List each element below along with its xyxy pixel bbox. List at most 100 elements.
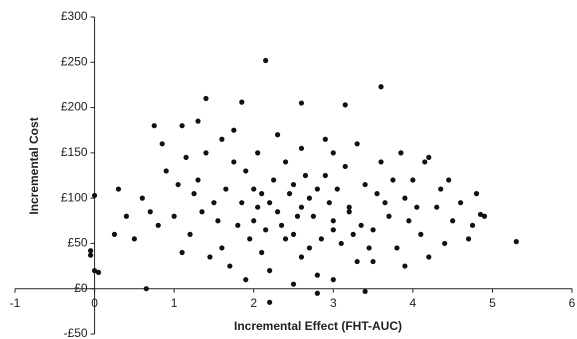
point	[282, 159, 289, 165]
point	[513, 239, 519, 245]
point	[390, 177, 396, 183]
point	[203, 150, 209, 156]
point	[342, 102, 348, 108]
point	[215, 218, 221, 224]
x-tick-label: 1	[171, 296, 178, 310]
point	[207, 254, 213, 260]
point	[434, 204, 440, 210]
point	[259, 191, 265, 197]
point	[282, 236, 289, 242]
point	[346, 204, 352, 210]
y-tick-label: £100	[61, 190, 88, 204]
point	[450, 218, 456, 224]
point	[263, 227, 269, 233]
point	[330, 277, 336, 283]
point	[346, 209, 352, 215]
point	[370, 258, 376, 265]
point	[378, 159, 384, 165]
point	[402, 195, 408, 201]
point	[298, 254, 305, 260]
point	[374, 191, 380, 197]
y-axis-title: Incremental Cost	[27, 117, 41, 214]
point	[469, 222, 476, 228]
point	[179, 123, 185, 129]
point	[438, 186, 444, 192]
point	[414, 204, 420, 210]
x-tick-label: 5	[489, 296, 496, 310]
point	[278, 222, 285, 228]
point	[259, 249, 265, 256]
point	[446, 177, 452, 183]
point	[406, 218, 412, 224]
point	[310, 213, 316, 219]
point	[271, 177, 277, 183]
y-tick-label: £300	[61, 9, 88, 23]
point	[426, 254, 432, 260]
y-tick-label: £200	[61, 100, 88, 114]
point	[382, 200, 388, 206]
point	[286, 191, 293, 197]
point	[255, 204, 261, 210]
x-tick-label: 0	[91, 296, 98, 310]
point	[115, 186, 122, 192]
point	[239, 99, 245, 105]
point	[306, 245, 313, 251]
point	[398, 150, 404, 156]
point	[211, 200, 217, 206]
y-tick-label: £0	[74, 281, 88, 295]
point	[386, 213, 392, 219]
y-tick-label: £250	[61, 54, 88, 68]
point	[314, 272, 320, 278]
point	[481, 213, 488, 219]
point	[131, 236, 137, 242]
point	[306, 195, 313, 201]
point	[243, 168, 249, 174]
point	[338, 240, 344, 247]
point	[243, 277, 249, 283]
point	[123, 213, 129, 219]
point	[394, 245, 400, 251]
point	[274, 132, 281, 138]
point	[370, 227, 376, 233]
point	[235, 222, 241, 228]
point	[91, 192, 98, 199]
point	[195, 177, 201, 183]
point	[422, 159, 428, 165]
point	[326, 200, 332, 206]
point	[477, 211, 484, 218]
point	[402, 263, 408, 269]
point	[139, 195, 145, 201]
point	[322, 136, 328, 142]
point	[203, 95, 209, 102]
y-tick-label: -£50	[64, 326, 88, 339]
point	[378, 84, 384, 90]
point	[330, 218, 336, 224]
point	[426, 154, 432, 160]
point	[183, 154, 189, 160]
x-tick-label: 4	[410, 296, 417, 310]
point	[350, 231, 356, 237]
point	[274, 209, 281, 215]
point	[227, 263, 233, 269]
point	[473, 191, 480, 197]
point	[362, 288, 368, 295]
point	[334, 186, 340, 192]
point	[298, 100, 305, 106]
point	[267, 299, 273, 305]
point	[199, 209, 205, 215]
point	[290, 281, 297, 287]
point	[290, 181, 297, 188]
x-tick-label: 2	[250, 296, 257, 310]
point	[314, 186, 320, 192]
point	[231, 127, 237, 133]
point	[465, 236, 472, 242]
point	[95, 269, 102, 276]
point	[151, 123, 157, 129]
point	[294, 213, 301, 219]
point	[302, 172, 309, 179]
x-tick-label: 6	[569, 296, 576, 310]
point	[318, 236, 324, 242]
point	[159, 141, 165, 147]
point	[290, 231, 297, 237]
